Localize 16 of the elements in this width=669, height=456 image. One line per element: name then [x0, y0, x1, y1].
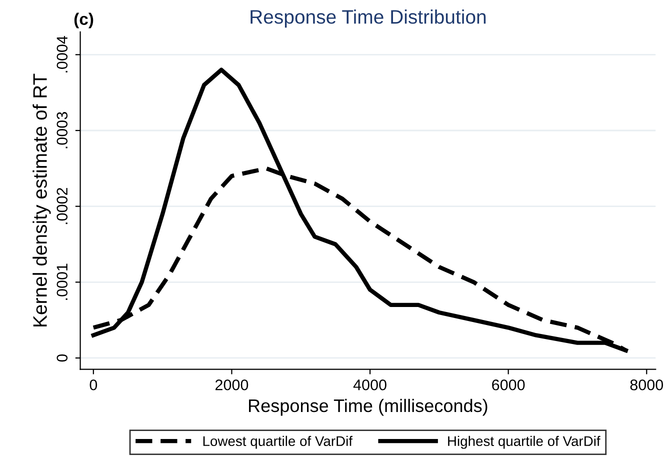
legend-label: Lowest quartile of VarDif: [203, 436, 353, 449]
x-tick-label: 4000: [353, 379, 386, 390]
x-tick-label: 0: [90, 379, 98, 390]
y-tick-label: .0001: [56, 264, 68, 300]
x-axis-title: Response Time (milliseconds): [249, 398, 488, 416]
y-tick-label: 0: [56, 354, 68, 362]
legend-label: Highest quartile of VarDif: [448, 436, 600, 449]
y-tick-label: .0004: [56, 36, 68, 72]
y-tick-label: .0002: [56, 188, 68, 224]
x-tick-label: 2000: [216, 379, 248, 390]
x-tick-label: 6000: [492, 379, 525, 390]
chart-title: Response Time Distribution: [250, 9, 486, 28]
text: (c): [74, 12, 94, 28]
y-tick-label: .0003: [56, 112, 68, 148]
y-axis-title: Kernel density estimate of RT: [32, 74, 51, 326]
x-tick-label: 8000: [630, 379, 664, 390]
